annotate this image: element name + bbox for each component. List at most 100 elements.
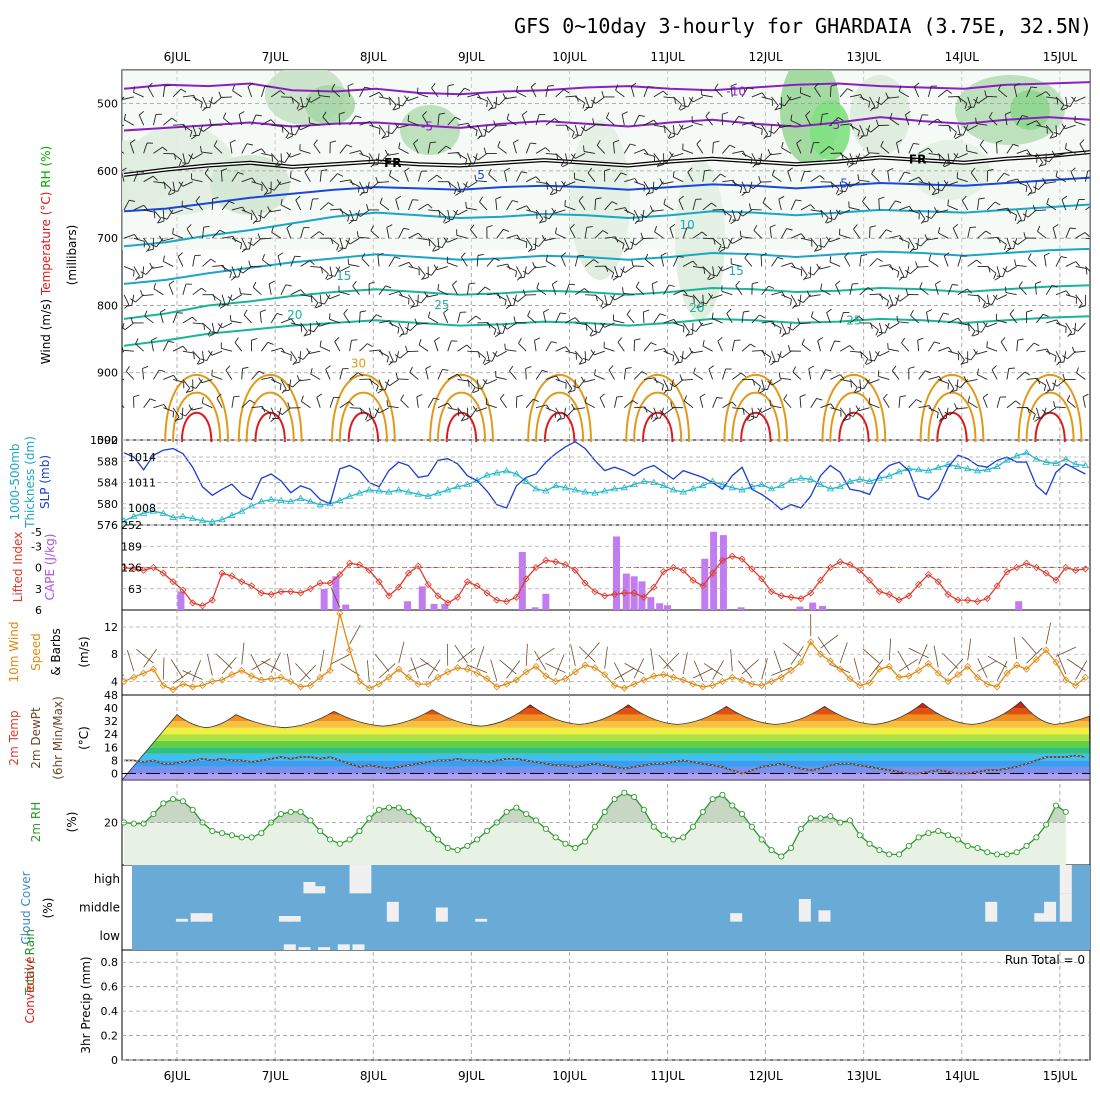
lifted-index-point (767, 588, 776, 596)
upper-wind-barb-flag (1082, 393, 1089, 398)
upper-wind-barb (133, 266, 140, 277)
upper-wind-barb-flag (740, 372, 747, 378)
upper-wind-barb (744, 257, 753, 267)
upper-wind-barb (377, 255, 380, 267)
upper-wind-barb-flag (267, 206, 271, 212)
upper-wind-barb (1059, 124, 1067, 135)
upper-wind-barb-flag (146, 246, 151, 253)
upper-wind-barb-flag (457, 190, 464, 193)
upper-wind-barb (751, 379, 761, 387)
upper-wind-barb-flag (136, 276, 143, 279)
upper-wind-barb (830, 117, 839, 126)
upper-wind-barb-flag (193, 353, 195, 360)
upper-wind-barb-flag (368, 416, 375, 419)
upper-wind-barb (578, 200, 586, 211)
upper-wind-barb-flag (473, 156, 479, 161)
upper-wind-barb (751, 92, 763, 98)
upper-wind-barb (574, 125, 579, 136)
upper-wind-barb (692, 231, 703, 239)
upper-wind-barb (714, 88, 723, 98)
upper-wind-barb (231, 396, 235, 408)
upper-wind-barb-flag (1062, 355, 1068, 360)
upper-wind-barb (970, 172, 978, 182)
rh-point (925, 830, 932, 837)
upper-wind-barb-flag (246, 143, 253, 146)
upper-wind-barb-flag (947, 383, 949, 390)
upper-wind-barb (869, 96, 876, 107)
upper-wind-barb-flag (475, 315, 482, 320)
wind-speed-point (1062, 676, 1070, 684)
upper-wind-barb (594, 198, 597, 210)
upper-wind-barb-flag (1036, 120, 1041, 126)
upper-wind-barb (678, 199, 684, 211)
rh-point (601, 808, 608, 815)
upper-wind-barb (663, 318, 675, 324)
upper-wind-barb-flag (134, 234, 139, 240)
upper-wind-barb (143, 142, 148, 154)
upper-wind-barb-flag (664, 127, 666, 134)
upper-wind-barb (192, 125, 197, 136)
upper-wind-barb (359, 120, 370, 126)
upper-wind-barb-flag (898, 85, 902, 92)
upper-wind-barb-flag (331, 83, 336, 90)
upper-wind-barb (820, 369, 826, 380)
upper-wind-barb-flag (826, 220, 833, 224)
surface-wind-barb (506, 660, 521, 679)
upper-wind-barb-flag (582, 102, 586, 109)
upper-wind-barb (545, 341, 552, 352)
upper-wind-barb (669, 227, 674, 239)
upper-wind-barb (542, 312, 547, 324)
upper-wind-barb (809, 294, 821, 297)
upper-wind-barb (153, 209, 162, 219)
upper-wind-barb (759, 153, 763, 165)
upper-wind-barb-flag (405, 345, 408, 352)
upper-wind-barb (1036, 348, 1048, 352)
upper-wind-barb-flag (368, 281, 375, 285)
upper-wind-barb (1065, 227, 1071, 239)
upper-wind-barb (231, 237, 242, 244)
upper-wind-barb (475, 180, 488, 183)
lifted-index-point (179, 586, 187, 594)
upper-wind-barb (609, 294, 615, 305)
wind-speed-point (1042, 646, 1050, 654)
upper-wind-barb-flag (819, 175, 825, 180)
upper-wind-barb-flag (839, 374, 845, 380)
upper-wind-barb-flag (443, 308, 449, 314)
upper-wind-barb (641, 209, 645, 221)
lifted-index-point (414, 562, 422, 570)
thickness-point (738, 486, 746, 493)
lifted-index-point (699, 582, 707, 590)
upper-wind-barb (772, 175, 782, 183)
upper-wind-barb-flag (464, 87, 471, 91)
surface-wind-barb (1057, 653, 1067, 675)
upper-wind-barb (957, 96, 968, 104)
upper-wind-barb-flag (221, 303, 229, 306)
thickness-point (345, 492, 354, 499)
upper-wind-barb (781, 294, 792, 300)
upper-wind-barb-flag (644, 253, 649, 260)
cloud-bar (175, 918, 188, 922)
upper-wind-barb (457, 153, 468, 160)
upper-wind-barb-flag (1065, 290, 1071, 296)
upper-wind-barb-flag (1060, 256, 1067, 259)
upper-wind-barb (437, 402, 449, 409)
upper-wind-barb-flag (701, 231, 707, 237)
panel-axis-label-group: Total / Rain (23, 929, 37, 996)
upper-wind-barb (584, 259, 594, 267)
upper-wind-barb-flag (1055, 170, 1058, 177)
surface-wind-barb (783, 642, 802, 657)
upper-wind-barb (290, 96, 300, 105)
upper-wind-barb (1006, 144, 1014, 154)
surface-wind-barb (250, 654, 262, 675)
upper-wind-barb-flag (515, 85, 519, 92)
upper-wind-barb-flag (168, 280, 175, 285)
lifted-index-point (895, 596, 903, 604)
bottom-date-label: 6JUL (164, 1069, 191, 1083)
upper-wind-barb-flag (203, 225, 210, 228)
upper-wind-barb-flag (768, 357, 772, 364)
temp-color-band (122, 766, 1090, 774)
upper-wind-barb-flag (287, 383, 293, 388)
upper-wind-barb (642, 311, 645, 323)
upper-wind-barb-flag (446, 218, 453, 221)
wind-speed-point (1052, 658, 1060, 666)
